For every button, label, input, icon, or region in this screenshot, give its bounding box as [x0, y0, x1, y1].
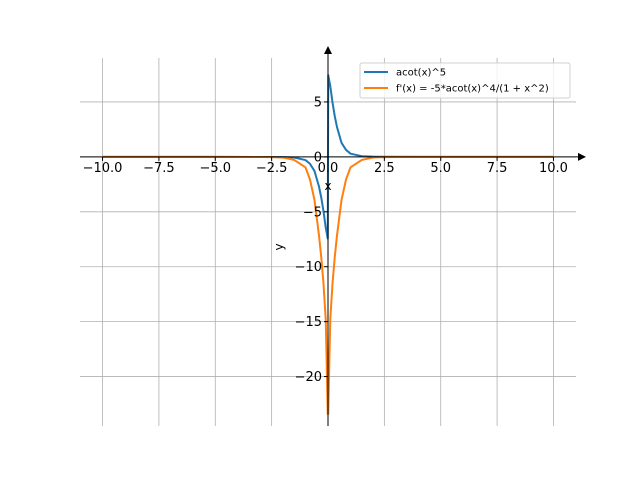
x-tick-label: −10.0 — [83, 161, 123, 176]
x-tick-label: −2.5 — [256, 161, 288, 176]
axes — [80, 46, 586, 426]
x-tick-label: 7.5 — [487, 161, 508, 176]
x-tick-label: 0.0 — [318, 161, 339, 176]
x-tick-label: −7.5 — [143, 161, 175, 176]
tick-labels: −10.0 −7.5 −5.0 −2.5 0.0 2.5 5.0 7.5 10.0 5 0 −5 −10… — [83, 95, 568, 385]
y-tick-label: −20 — [295, 370, 322, 385]
y-axis-arrow-icon — [324, 46, 332, 54]
x-axis-arrow-icon — [578, 152, 586, 161]
x-axis-label: x — [324, 179, 331, 193]
y-tick-label: −15 — [295, 315, 322, 330]
y-axis-label: y — [272, 243, 286, 250]
y-tick-label: −10 — [295, 260, 322, 275]
legend: acot(x)^5 f'(x) = -5*acot(x)^4/(1 + x^2) — [359, 62, 571, 99]
x-tick-label: 10.0 — [539, 161, 568, 176]
x-tick-label: 2.5 — [374, 161, 395, 176]
y-tick-label: 5 — [314, 95, 322, 110]
x-tick-label: −5.0 — [199, 161, 231, 176]
x-tick-label: 5.0 — [430, 161, 451, 176]
legend-label-acot5: acot(x)^5 — [396, 68, 446, 79]
legend-label-derivative: f'(x) = -5*acot(x)^4/(1 + x^2) — [396, 84, 549, 95]
y-tick-label: 0 — [314, 150, 322, 165]
y-tick-label: −5 — [303, 205, 322, 220]
legend-box — [359, 62, 571, 99]
